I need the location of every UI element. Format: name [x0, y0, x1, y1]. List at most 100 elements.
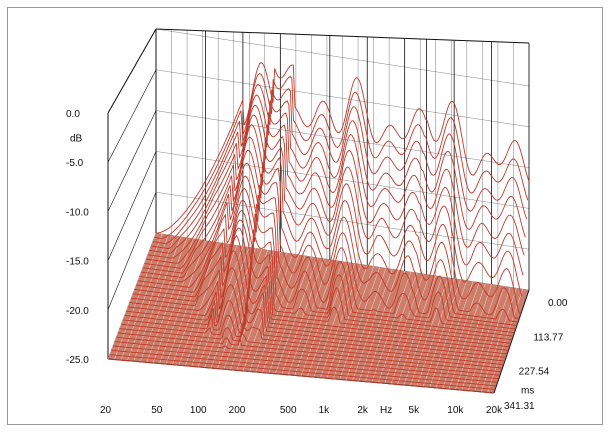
x-tick-label: 20k: [486, 405, 503, 416]
y-tick-label: 0.0: [66, 109, 80, 120]
waterfall-slice-13: [136, 199, 515, 334]
floor-gridline: [242, 252, 287, 371]
back-wall-hline: [155, 151, 530, 209]
floor-right-edge: [493, 289, 530, 394]
floor-gridline: [184, 244, 231, 366]
waterfall-slice-24: [117, 332, 502, 373]
floor-gridline: [146, 238, 194, 363]
floor-gridline: [487, 288, 524, 393]
floor-gridline: [307, 262, 349, 377]
waterfall-slice-20: [124, 283, 507, 358]
chart-frame: 0.0 -5.0 -10.0 -15.0 -20.0 -25.0 dB 20 50 100 200 5…: [7, 7, 603, 425]
floor-gridline: [461, 285, 499, 391]
floor-gridline: [339, 267, 381, 380]
z-tick-label: 113.77: [533, 332, 563, 343]
waterfall-slice-19: [126, 267, 508, 355]
x-tick-label: 1k: [319, 405, 331, 416]
y-tick-label: -5.0: [66, 158, 84, 169]
floor-gridline: [377, 272, 418, 383]
floor-gridline: [255, 254, 300, 373]
floor-gridline: [229, 250, 275, 370]
x-tick-label: 20: [100, 405, 112, 416]
floor-gridline: [320, 264, 362, 378]
floor-gridline: [455, 284, 492, 390]
floor-gridline: [384, 273, 424, 384]
floor-gridline: [127, 235, 175, 361]
y-tick-label: -10.0: [66, 207, 89, 218]
back-wall-hline: [155, 69, 530, 128]
floor-gridline: [152, 239, 200, 364]
floor-gridline: [313, 263, 356, 378]
left-wall-hline: [107, 192, 157, 310]
floor-gridline: [120, 234, 169, 361]
floor-gridline: [114, 233, 163, 360]
waterfall-slice-1: [156, 62, 530, 234]
floor-gridline: [448, 283, 486, 390]
waterfall-slice-12: [137, 188, 516, 330]
floor-gridline: [442, 282, 480, 389]
floor-gridline: [474, 287, 511, 392]
y-axis-unit-label: dB: [70, 134, 83, 145]
floor-gridline: [416, 278, 455, 387]
waterfall-slice-5: [149, 104, 525, 256]
back-wall-hline: [155, 28, 530, 87]
x-tick-label: 500: [280, 405, 297, 416]
x-tick-label: 200: [229, 405, 246, 416]
waterfall-slice-11: [139, 175, 517, 326]
waterfall-slice-29: [109, 354, 496, 390]
waterfall-slice-6: [147, 114, 524, 276]
y-tick-label: -20.0: [66, 306, 89, 317]
floor-gridline: [275, 257, 318, 374]
waterfall-slice-25: [116, 336, 501, 376]
left-wall-hline: [107, 151, 157, 261]
waterfall-slice-9: [142, 149, 520, 319]
floor-gridline: [217, 249, 262, 369]
waterfall-slice-22: [121, 314, 504, 366]
waterfall-slice-23: [119, 326, 503, 369]
x-tick-label: 10k: [447, 405, 464, 416]
x-tick-label: 2k: [357, 405, 369, 416]
back-wall-hline: [155, 110, 530, 168]
waterfall-slice-18: [127, 250, 509, 351]
z-axis-unit-label: ms: [521, 385, 534, 396]
floor-gridline: [172, 242, 219, 365]
waterfall-slice-2: [154, 72, 529, 239]
floor-gridline: [326, 265, 368, 379]
waterfall-slice-10: [141, 162, 519, 323]
z-tick-label: 341.31: [504, 401, 535, 412]
z-tick-label: 0.00: [548, 298, 568, 309]
y-tick-label: -15.0: [66, 257, 89, 268]
left-wall-hline: [107, 28, 157, 114]
left-wall-hline: [107, 110, 157, 212]
floor-gridline: [352, 269, 393, 381]
waterfall-slice-30: [107, 358, 495, 394]
floor-gridline: [281, 258, 325, 375]
floor-gridline: [371, 271, 412, 383]
waterfall-slice-4: [150, 94, 526, 249]
floor-gridline: [345, 268, 387, 381]
x-tick-label: 50: [151, 405, 163, 416]
floor-gridline: [191, 245, 238, 367]
floor-gridline: [397, 275, 436, 385]
waterfall-slice-14: [134, 210, 514, 337]
left-wall-hline: [107, 69, 157, 163]
floor-gridline: [435, 281, 474, 388]
back-top-edge: [155, 28, 530, 44]
floor-gridline: [204, 247, 250, 368]
back-wall-hline: [155, 191, 530, 250]
waterfall-chart: 0.0 -5.0 -10.0 -15.0 -20.0 -25.0 dB 20 50 100 200 5…: [66, 28, 568, 416]
floor-gridline: [332, 266, 374, 379]
floor-gridline: [159, 240, 206, 364]
x-tick-label: 5k: [409, 405, 421, 416]
floor-gridline: [429, 280, 468, 388]
floor-gridline: [358, 269, 399, 382]
x-tick-label: Hz: [380, 405, 392, 416]
waterfall-slice-17: [129, 234, 510, 348]
waterfall-slice-28: [111, 349, 497, 387]
z-tick-label: 227.54: [519, 367, 550, 378]
floor-gridline: [268, 256, 312, 374]
waterfall-slice-16: [131, 227, 511, 344]
floor-gridline: [287, 259, 331, 375]
floor-gridline: [262, 255, 306, 373]
waterfall-slice-7: [146, 123, 523, 297]
